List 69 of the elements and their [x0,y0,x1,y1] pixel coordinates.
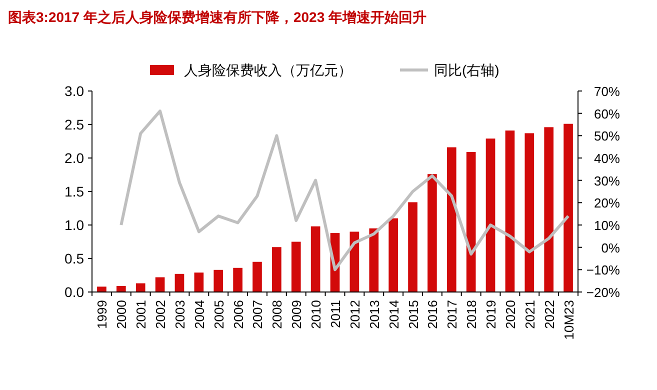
bar [524,133,534,292]
bar [486,138,496,292]
bar [388,218,398,292]
y-tick-label: 1.5 [64,184,84,200]
y2-tick-label: 30% [594,173,620,188]
x-tick-label: 2002 [153,300,168,329]
bar [446,147,456,292]
legend-label: 同比(右轴) [434,62,500,78]
y2-tick-label: 10% [594,218,620,233]
x-tick-label: 2006 [230,300,246,329]
bar [428,174,437,292]
x-tick-label: 2011 [328,300,343,328]
bar [544,127,554,292]
bar [291,242,301,292]
bar [369,228,379,292]
bar [214,270,224,292]
x-tick-label: 2013 [366,300,382,329]
x-tick-label: 2020 [502,300,518,329]
y-tick-label: 3.0 [64,83,84,99]
bar [174,274,184,292]
y-tick-label: 0.5 [64,250,84,266]
x-tick-label: 2015 [406,300,421,329]
bar [310,226,320,292]
bar [116,286,126,292]
x-tick-label: 2007 [250,300,266,329]
x-tick-label: 2018 [464,300,480,329]
x-tick-label: 2005 [211,300,226,329]
x-tick-label: 2021 [522,300,538,329]
x-tick-label: 2019 [484,300,499,329]
y2-tick-label: 0% [601,240,620,256]
legend-label: 人身险保费收入（万亿元） [184,62,352,78]
y2-tick-label: −20% [586,285,620,300]
x-tick-label: 1999 [94,300,110,329]
y2-tick-label: −10% [586,262,620,278]
x-tick-label: 2008 [270,300,285,329]
bar [466,152,476,292]
bar [408,202,418,292]
chart-title: 图表3:2017 年之后人身险保费增速有所下降，2023 年增速开始回升 [8,9,427,25]
x-tick-label: 2000 [114,300,130,329]
y2-tick-label: 70% [594,84,620,99]
x-tick-label: 2009 [289,300,304,329]
y2-tick-label: 50% [594,128,620,144]
y2-tick-label: 60% [594,106,620,122]
x-tick-label: 2022 [542,300,557,329]
x-tick-label: 2010 [308,300,324,329]
x-tick-label: 10M23 [561,300,576,340]
bar [155,277,165,292]
line-series [120,110,570,272]
y-tick-label: 0.0 [64,284,84,300]
bar [505,130,515,292]
x-tick-label: 2003 [172,300,188,329]
x-tick-label: 2014 [386,300,402,329]
x-tick-label: 2012 [347,300,362,329]
x-tick-label: 2016 [425,300,440,329]
bar [136,283,146,292]
y2-tick-label: 40% [594,151,620,166]
bar [272,247,282,292]
y2-tick-label: 20% [594,196,620,211]
x-tick-label: 2004 [192,300,207,329]
bar [97,286,106,292]
bar [194,272,204,292]
bar [233,268,242,292]
y-tick-label: 1.0 [64,217,84,233]
x-tick-label: 2001 [134,300,149,329]
x-tick-label: 2017 [444,300,460,329]
y-tick-label: 2.5 [64,116,84,132]
bar [252,262,262,292]
bar [564,124,573,292]
y-tick-label: 2.0 [64,150,84,166]
